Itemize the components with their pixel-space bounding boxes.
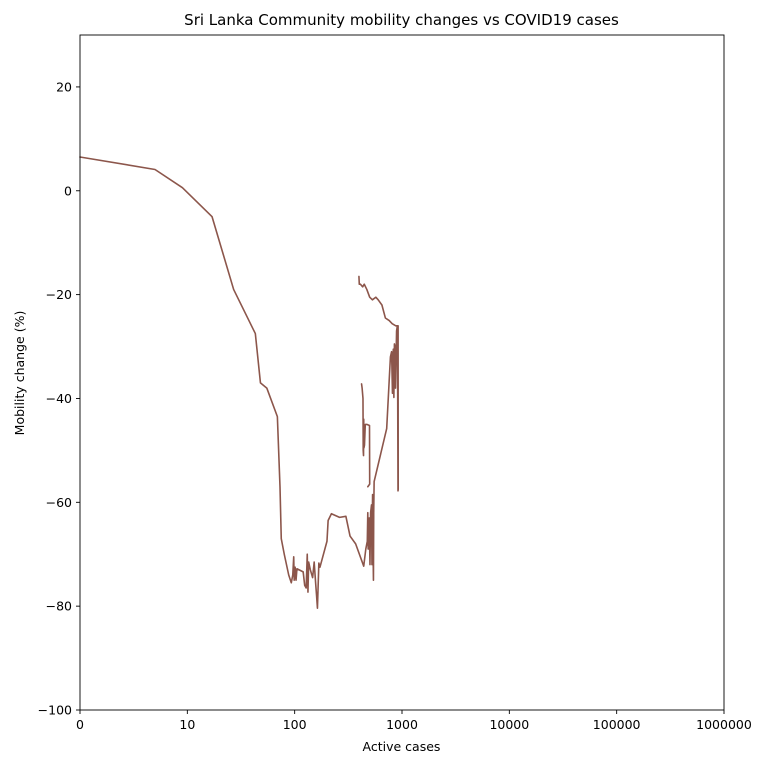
y-tick-label: −80 <box>46 599 72 614</box>
y-tick-label: −40 <box>46 391 72 406</box>
x-axis-ticks: 0 10 100 1000 10000 100000 1000000 <box>76 710 752 732</box>
y-tick-label: −100 <box>38 703 72 718</box>
y-tick-label: 20 <box>56 79 72 94</box>
x-tick-label: 10 <box>179 717 195 732</box>
y-tick-label: −60 <box>46 495 72 510</box>
x-axis-label: Active cases <box>363 739 441 754</box>
y-axis-label: Mobility change (%) <box>12 311 27 436</box>
x-tick-label: 0 <box>76 717 84 732</box>
plot-area <box>79 34 725 711</box>
y-axis-ticks: 20 0 −20 −40 −60 −80 −100 <box>38 79 80 718</box>
series-line-1 <box>79 156 400 610</box>
x-tick-label: 100 <box>283 717 307 732</box>
series-line-2 <box>360 383 371 488</box>
x-tick-label: 100000 <box>593 717 641 732</box>
x-tick-label: 1000 <box>386 717 418 732</box>
chart-title: Sri Lanka Community mobility changes vs … <box>184 11 619 29</box>
y-tick-label: −20 <box>46 287 72 302</box>
x-tick-label: 1000000 <box>696 717 752 732</box>
plot-frame <box>79 34 725 711</box>
x-tick-label: 10000 <box>489 717 529 732</box>
y-tick-label: 0 <box>64 183 72 198</box>
